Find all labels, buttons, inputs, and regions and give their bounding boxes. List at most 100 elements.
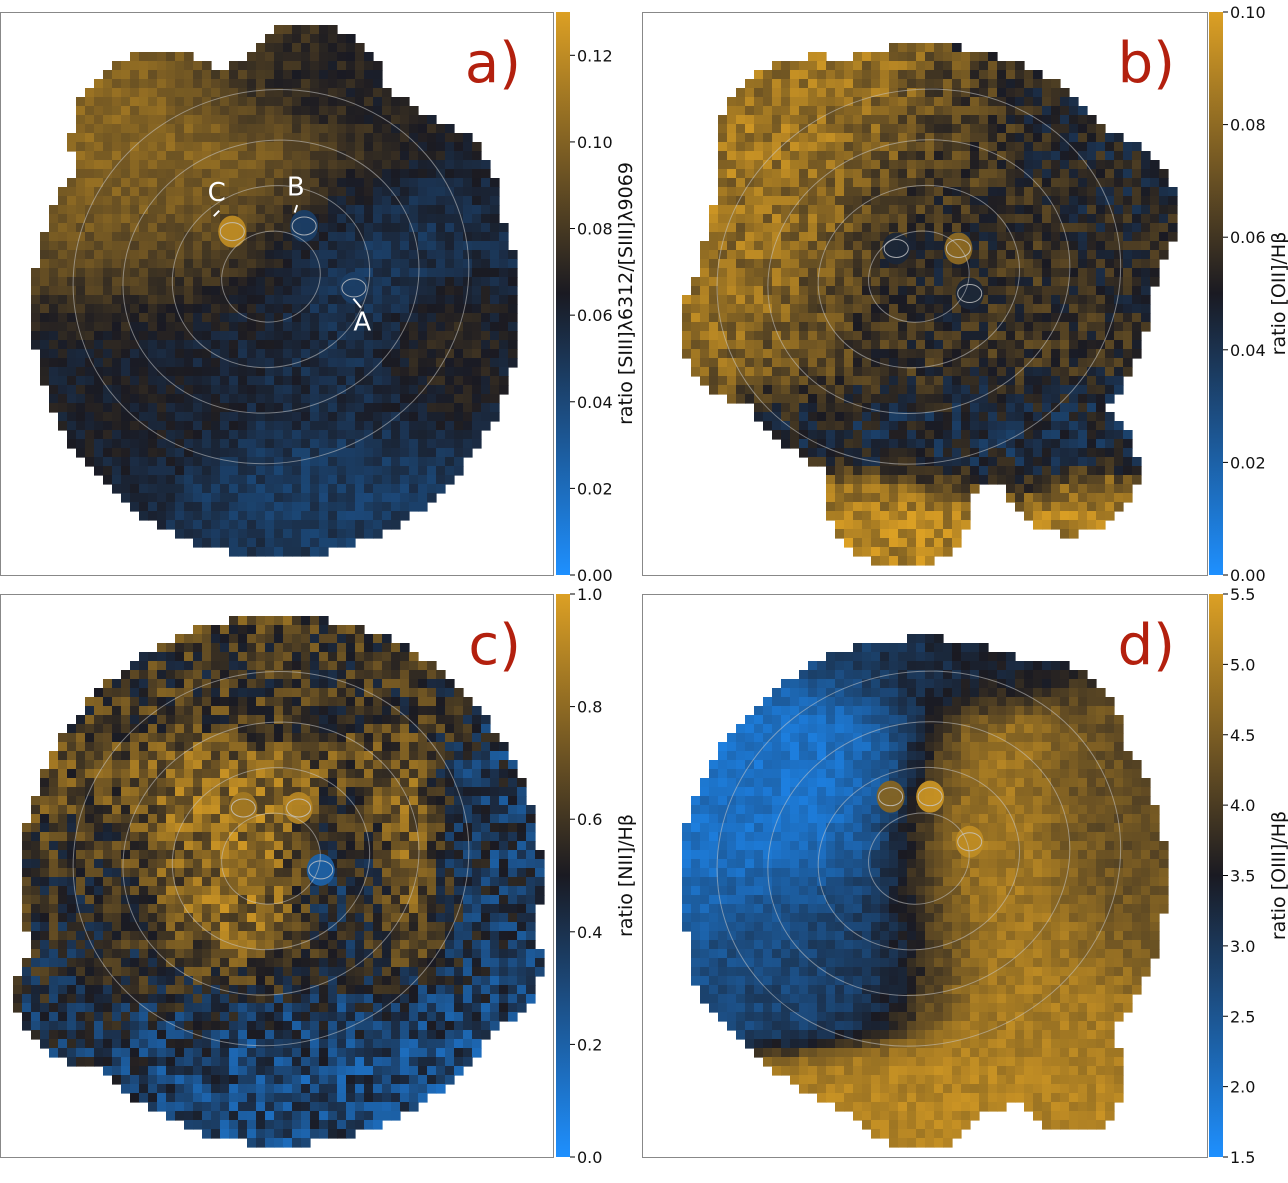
map-pixel: [346, 394, 356, 404]
map-pixel: [274, 313, 284, 323]
map-pixel: [799, 268, 809, 278]
map-pixel: [772, 178, 782, 188]
map-pixel: [1006, 241, 1016, 251]
map-pixel: [1159, 205, 1169, 215]
map-pixel: [112, 358, 122, 368]
map-pixel: [157, 493, 167, 503]
map-pixel: [691, 322, 701, 332]
map-pixel: [274, 484, 284, 494]
map-pixel: [925, 178, 935, 188]
map-pixel: [799, 178, 809, 188]
colorbar-tick-label: 0.08: [577, 220, 613, 239]
map-pixel: [862, 151, 872, 161]
map-pixel: [103, 70, 113, 80]
colorbar-tick-label: 0.00: [577, 566, 613, 585]
map-pixel: [916, 304, 926, 314]
map-pixel: [301, 106, 311, 116]
map-pixel: [772, 223, 782, 233]
map-pixel: [418, 313, 428, 323]
map-pixel: [58, 295, 68, 305]
map-pixel: [1150, 259, 1160, 269]
map-pixel: [1087, 151, 1097, 161]
map-pixel: [700, 268, 710, 278]
map-pixel: [40, 349, 50, 359]
map-pixel: [817, 304, 827, 314]
map-pixel: [301, 493, 311, 503]
map-pixel: [211, 625, 221, 635]
annotation-A: A: [353, 308, 371, 338]
map-pixel: [292, 61, 302, 71]
map-pixel: [193, 430, 203, 440]
map-pixel: [94, 124, 104, 134]
map-pixel: [328, 160, 338, 170]
map-pixel: [400, 349, 410, 359]
map-pixel: [148, 286, 158, 296]
map-pixel: [166, 412, 176, 422]
map-pixel: [202, 241, 212, 251]
map-pixel: [907, 232, 917, 242]
map-pixel: [988, 151, 998, 161]
map-pixel: [364, 142, 374, 152]
map-pixel: [85, 448, 95, 458]
map-pixel: [85, 214, 95, 224]
map-pixel: [58, 304, 68, 314]
map-pixel: [166, 61, 176, 71]
map-pixel: [175, 529, 185, 539]
map-pixel: [1078, 502, 1088, 512]
map-pixel: [916, 340, 926, 350]
map-pixel: [889, 484, 899, 494]
map-pixel: [247, 502, 257, 512]
map-pixel: [844, 151, 854, 161]
map-pixel: [718, 124, 728, 134]
map-pixel: [1015, 133, 1025, 143]
map-pixel: [862, 349, 872, 359]
map-pixel: [103, 142, 113, 152]
map-pixel: [328, 133, 338, 143]
map-pixel: [409, 358, 419, 368]
map-pixel: [103, 250, 113, 260]
map-pixel: [175, 88, 185, 98]
contour-peak: [883, 238, 909, 258]
map-pixel: [754, 250, 764, 260]
map-pixel: [409, 394, 419, 404]
map-pixel: [727, 214, 737, 224]
map-pixel: [682, 349, 692, 359]
map-pixel: [121, 421, 131, 431]
map-pixel: [835, 295, 845, 305]
map-pixel: [781, 115, 791, 125]
map-pixel: [202, 70, 212, 80]
map-pixel: [943, 358, 953, 368]
map-pixel: [247, 295, 257, 305]
map-pixel: [1042, 475, 1052, 485]
map-pixel: [853, 250, 863, 260]
map-pixel: [979, 214, 989, 224]
map-pixel: [382, 124, 392, 134]
map-pixel: [970, 322, 980, 332]
map-pixel: [1024, 106, 1034, 116]
map-pixel: [916, 331, 926, 341]
map-pixel: [265, 616, 275, 626]
map-pixel: [112, 394, 122, 404]
map-pixel: [472, 250, 482, 260]
map-pixel: [709, 205, 719, 215]
map-pixel: [94, 412, 104, 422]
map-pixel: [508, 340, 518, 350]
map-pixel: [292, 403, 302, 413]
map-pixel: [256, 259, 266, 269]
map-pixel: [979, 457, 989, 467]
map-pixel: [898, 340, 908, 350]
map-pixel: [907, 403, 917, 413]
map-pixel: [745, 385, 755, 395]
map-pixel: [1078, 187, 1088, 197]
map-pixel: [844, 106, 854, 116]
map-pixel: [400, 412, 410, 422]
map-pixel: [49, 322, 59, 332]
map-pixel: [826, 502, 836, 512]
map-pixel: [310, 70, 320, 80]
map-pixel: [418, 169, 428, 179]
map-pixel: [997, 286, 1007, 296]
map-pixel: [121, 241, 131, 251]
map-pixel: [283, 34, 293, 44]
map-pixel: [979, 331, 989, 341]
map-pixel: [409, 340, 419, 350]
